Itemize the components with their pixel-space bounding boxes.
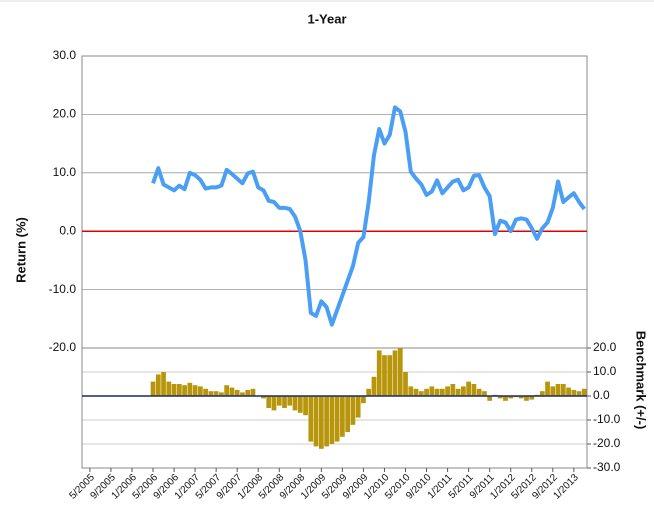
bar	[166, 381, 172, 396]
bar	[250, 388, 256, 396]
bar	[155, 374, 161, 396]
bar	[487, 396, 493, 401]
bar	[334, 396, 340, 442]
bar	[276, 396, 282, 406]
bar	[224, 385, 230, 396]
y2-tick-label: 0.0	[593, 388, 610, 402]
bar	[219, 392, 224, 396]
bar	[282, 396, 287, 408]
bar	[287, 396, 293, 406]
bar	[324, 396, 329, 447]
bar	[150, 381, 156, 396]
y-tick-label: 20.0	[53, 107, 77, 121]
y2-tick-label: 10.0	[593, 364, 617, 378]
bar	[350, 396, 356, 425]
bar	[466, 381, 472, 396]
y-tick-label: -20.0	[49, 340, 77, 354]
bar	[376, 350, 382, 396]
bar	[361, 396, 366, 404]
line	[151, 105, 586, 327]
bar	[550, 386, 556, 396]
bar	[313, 396, 319, 447]
bar	[213, 391, 219, 396]
bar	[176, 384, 182, 396]
bar	[576, 391, 582, 396]
bar	[434, 388, 440, 396]
bar	[366, 388, 372, 396]
bar	[318, 396, 324, 449]
y2-axis-title: Benchmark (+/-)	[634, 331, 649, 430]
bar	[208, 391, 214, 396]
y-tick-label: 0.0	[59, 223, 76, 237]
bar	[308, 396, 314, 442]
bar	[429, 386, 435, 396]
bar	[560, 384, 566, 396]
bar	[297, 396, 303, 413]
bar	[455, 388, 461, 396]
bar	[392, 350, 398, 396]
bar	[471, 384, 477, 396]
bar	[476, 388, 482, 396]
bar	[413, 388, 419, 396]
bar	[292, 396, 298, 411]
bar	[234, 390, 240, 396]
chart-title: 1-Year	[307, 11, 346, 26]
bar	[245, 390, 251, 396]
bar	[397, 348, 403, 396]
bar	[387, 355, 393, 396]
bar	[529, 396, 535, 400]
bar	[161, 372, 166, 396]
bar	[439, 388, 445, 396]
y2-tick-label: -20.0	[593, 436, 621, 450]
bar	[571, 390, 577, 396]
y2-tick-label: 20.0	[593, 340, 617, 354]
bar	[566, 387, 571, 396]
bar	[582, 388, 587, 396]
bar	[424, 388, 429, 396]
y-tick-label: -10.0	[49, 282, 77, 296]
bar	[503, 396, 508, 401]
bar	[518, 396, 524, 399]
y-tick-label: 10.0	[53, 165, 77, 179]
bar	[203, 388, 208, 396]
bar	[508, 396, 514, 399]
bar	[192, 385, 198, 396]
bar	[382, 355, 387, 396]
bar	[403, 372, 408, 396]
bar	[271, 396, 277, 411]
bar	[261, 396, 266, 399]
plot-frame	[81, 347, 588, 469]
bar	[340, 396, 345, 437]
bar	[418, 391, 424, 396]
bar	[497, 396, 503, 399]
y2-tick-label: -30.0	[593, 460, 621, 474]
y2-tick-label: -10.0	[593, 412, 621, 426]
bar	[303, 396, 308, 416]
bar	[345, 396, 351, 432]
y-axis-title: Return (%)	[13, 217, 28, 283]
bar	[197, 386, 203, 396]
bar	[240, 392, 245, 396]
bar	[450, 384, 456, 396]
bar	[171, 384, 177, 396]
bar	[539, 391, 545, 396]
bar	[461, 386, 466, 396]
bar	[524, 396, 529, 401]
bar	[266, 396, 272, 408]
bar	[555, 384, 561, 396]
bar	[371, 376, 377, 396]
bar	[329, 396, 335, 444]
bar	[545, 381, 550, 396]
plot-frame	[81, 55, 588, 349]
y-tick-label: 30.0	[53, 48, 77, 62]
bar	[187, 382, 193, 396]
bar	[182, 385, 187, 396]
bar	[229, 387, 235, 396]
bar	[482, 391, 487, 396]
bar	[408, 386, 414, 396]
bar	[445, 386, 450, 396]
bar	[355, 396, 361, 418]
